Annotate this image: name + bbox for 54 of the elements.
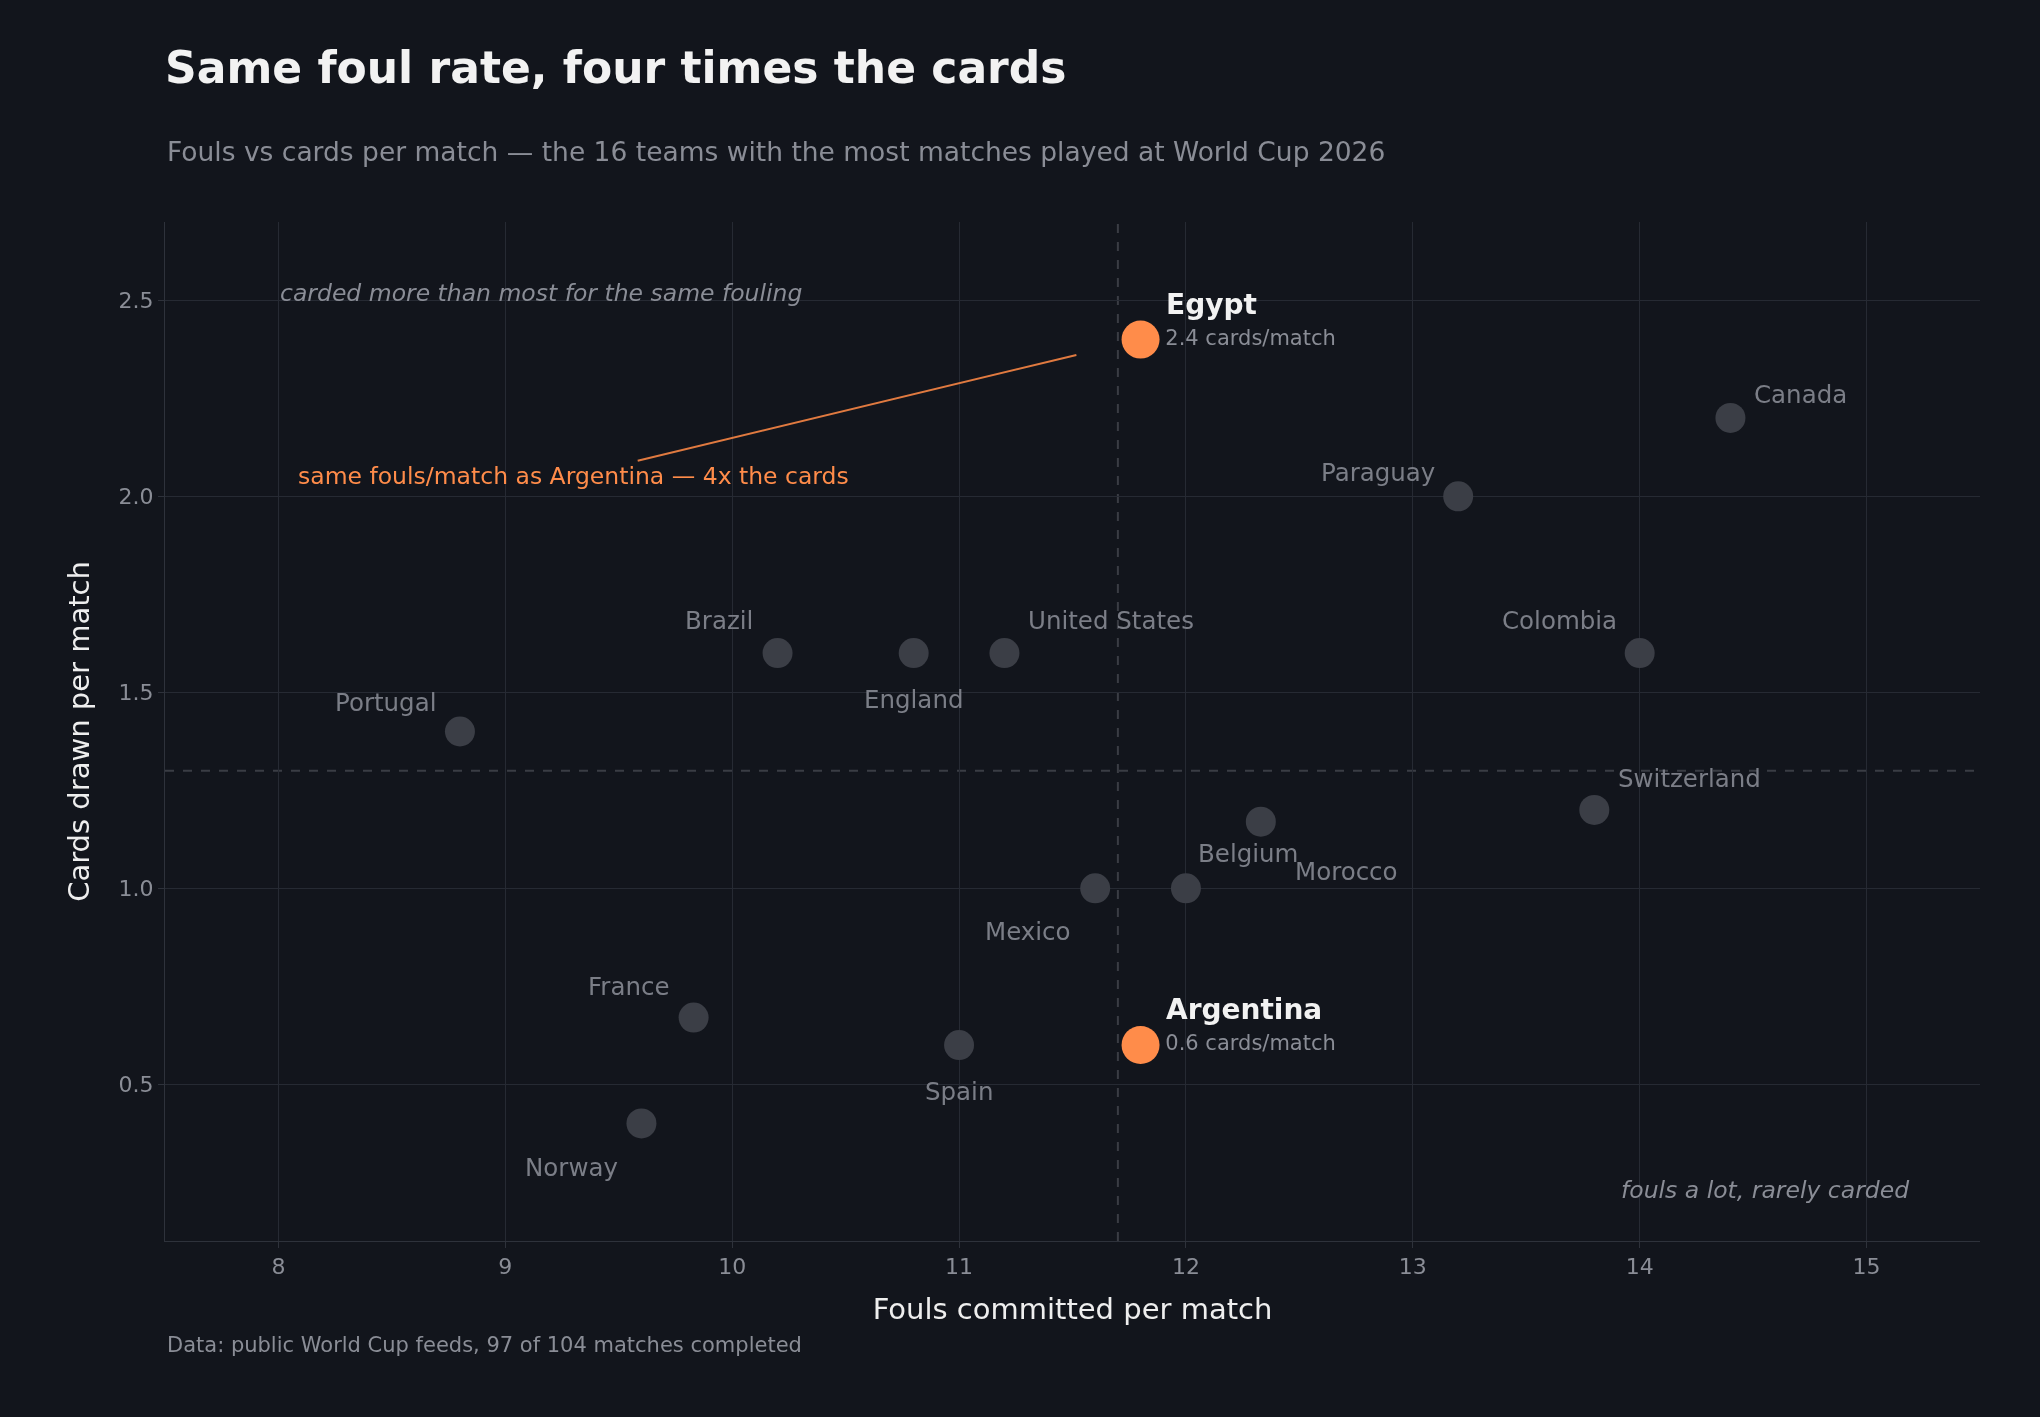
point	[1715, 402, 1746, 433]
annotation: Morocco	[1295, 857, 1398, 886]
annotation: United States	[1028, 606, 1194, 635]
point	[1443, 481, 1474, 512]
annotation: Switzerland	[1618, 764, 1761, 793]
point	[678, 1002, 709, 1033]
chart-subtitle: Fouls vs cards per match — the 16 teams with the most matches played at World Cup 2026	[167, 136, 1386, 167]
x-tick-label: 15	[1852, 1254, 1881, 1280]
point	[1245, 806, 1276, 837]
annotation: France	[588, 972, 670, 1001]
annotation: Mexico	[985, 917, 1071, 946]
x-tick-label: 10	[718, 1254, 747, 1280]
annotation: Norway	[525, 1153, 618, 1182]
point	[944, 1030, 975, 1061]
point	[1579, 794, 1610, 825]
point	[1624, 638, 1655, 669]
point	[1121, 320, 1160, 359]
annotation: Spain	[925, 1077, 994, 1106]
point	[626, 1108, 657, 1139]
point	[989, 638, 1020, 669]
point	[762, 638, 793, 669]
point	[1170, 873, 1201, 904]
annotation: Egypt	[1166, 288, 1257, 321]
y-tick-label: 2.0	[118, 484, 154, 510]
y-tick-label: 1.5	[118, 680, 154, 706]
annotation: fouls a lot, rarely carded	[1621, 1176, 1911, 1204]
text: Data: public World Cup feeds, 97 of 104 matches completed	[167, 1333, 802, 1357]
annotation: Argentina	[1166, 993, 1323, 1026]
x-tick-label: 8	[271, 1254, 286, 1280]
annotation: Colombia	[1502, 606, 1618, 635]
annotation: England	[864, 685, 964, 714]
y-tick-label: 2.5	[118, 288, 154, 314]
y-axis-title: Cards drawn per match	[61, 561, 96, 902]
annotation: Paraguay	[1321, 458, 1436, 487]
point	[898, 638, 929, 669]
annotation: Brazil	[685, 606, 754, 635]
annotation: Portugal	[335, 688, 437, 717]
annotation: Canada	[1754, 380, 1848, 409]
annotation: same fouls/match as Argentina — 4x the cards	[298, 462, 849, 490]
annotation: carded more than most for the same fouling	[280, 279, 803, 307]
chart-title: Same foul rate, four times the cards	[165, 41, 1067, 93]
point	[1121, 1026, 1160, 1065]
x-tick-label: 13	[1398, 1254, 1427, 1280]
x-axis-title: Fouls committed per match	[872, 1292, 1273, 1327]
point	[1080, 873, 1111, 904]
x-tick-label: 9	[498, 1254, 513, 1280]
x-tick-label: 12	[1171, 1254, 1200, 1280]
data-label: 0.6 cards/match	[1165, 1031, 1336, 1056]
x-tick-label: 11	[945, 1254, 974, 1280]
y-tick-label: 0.5	[118, 1071, 154, 1097]
data-label: 2.4 cards/match	[1165, 325, 1336, 350]
point	[444, 716, 475, 747]
y-tick-label: 1.0	[118, 875, 154, 901]
x-tick-label: 14	[1625, 1254, 1654, 1280]
